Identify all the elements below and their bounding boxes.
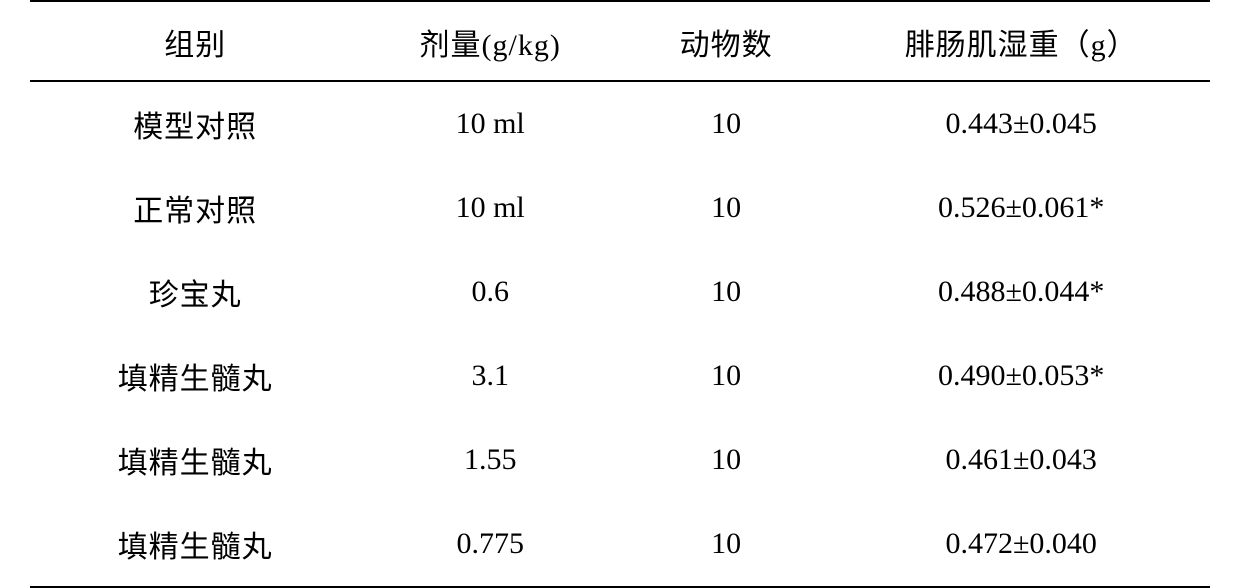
cell-group: 填精生髓丸 [30,502,360,587]
cell-weight: 0.472±0.040 [832,502,1210,587]
cell-dose: 1.55 [360,418,620,502]
cell-group: 珍宝丸 [30,250,360,334]
table-body: 模型对照 10 ml 10 0.443±0.045 正常对照 10 ml 10 … [30,81,1210,587]
cell-count: 10 [620,81,832,166]
cell-group: 填精生髓丸 [30,418,360,502]
cell-group: 正常对照 [30,166,360,250]
cell-weight: 0.490±0.053* [832,334,1210,418]
cell-count: 10 [620,502,832,587]
cell-weight: 0.461±0.043 [832,418,1210,502]
cell-weight: 0.443±0.045 [832,81,1210,166]
cell-weight: 0.526±0.061* [832,166,1210,250]
col-header-weight: 腓肠肌湿重（g） [832,1,1210,81]
table-row: 填精生髓丸 0.775 10 0.472±0.040 [30,502,1210,587]
data-table: 组别 剂量(g/kg) 动物数 腓肠肌湿重（g） 模型对照 10 ml 10 0… [30,0,1210,588]
cell-count: 10 [620,250,832,334]
cell-dose: 10 ml [360,81,620,166]
cell-dose: 3.1 [360,334,620,418]
cell-count: 10 [620,418,832,502]
cell-dose: 0.6 [360,250,620,334]
table-row: 填精生髓丸 1.55 10 0.461±0.043 [30,418,1210,502]
cell-group: 模型对照 [30,81,360,166]
cell-count: 10 [620,334,832,418]
cell-dose: 10 ml [360,166,620,250]
cell-weight: 0.488±0.044* [832,250,1210,334]
cell-dose: 0.775 [360,502,620,587]
table-row: 填精生髓丸 3.1 10 0.490±0.053* [30,334,1210,418]
table-row: 珍宝丸 0.6 10 0.488±0.044* [30,250,1210,334]
table-row: 模型对照 10 ml 10 0.443±0.045 [30,81,1210,166]
col-header-group: 组别 [30,1,360,81]
header-row: 组别 剂量(g/kg) 动物数 腓肠肌湿重（g） [30,1,1210,81]
table-head: 组别 剂量(g/kg) 动物数 腓肠肌湿重（g） [30,1,1210,81]
table-container: 组别 剂量(g/kg) 动物数 腓肠肌湿重（g） 模型对照 10 ml 10 0… [0,0,1240,551]
cell-group: 填精生髓丸 [30,334,360,418]
cell-count: 10 [620,166,832,250]
table-row: 正常对照 10 ml 10 0.526±0.061* [30,166,1210,250]
col-header-count: 动物数 [620,1,832,81]
col-header-dose: 剂量(g/kg) [360,1,620,81]
